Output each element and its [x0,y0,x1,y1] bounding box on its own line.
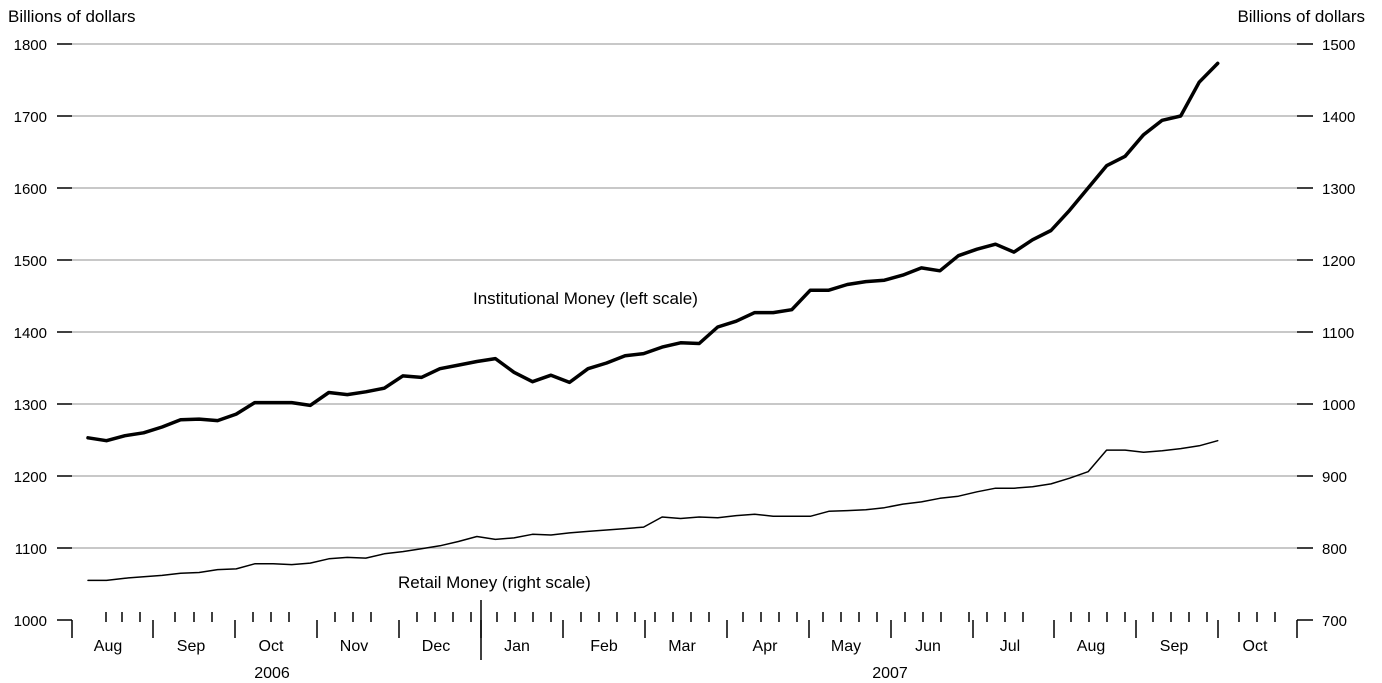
right-axis-tick-label: 1300 [1322,181,1355,198]
right-axis-tick-label: 1100 [1322,325,1354,342]
left-axis: 1000 1100 1200 1300 1400 1500 1600 1700 1800 [14,37,72,630]
x-axis-month-label: Feb [590,638,618,655]
retail-money-line [87,439,1219,582]
x-axis-month-label: Sep [1160,638,1189,655]
right-axis-tick-label: 1500 [1322,37,1355,54]
x-axis-month-label: Oct [259,638,284,655]
x-axis-month-label: Aug [94,638,122,655]
right-axis-label: Billions of dollars [1237,7,1365,26]
x-axis-month-label: Dec [422,638,450,655]
left-axis-tick-label: 1400 [14,325,47,342]
x-axis: Aug Sep Oct Nov Dec Jan Feb Mar Apr May Jun Jul Aug S… [71,600,1298,682]
right-axis-tick-label: 800 [1322,541,1347,558]
x-axis-month-label: Jun [915,638,941,655]
left-axis-tick-label: 1300 [14,397,47,414]
left-axis-tick-label: 1000 [14,613,47,630]
institutional-money-line [86,61,1220,443]
right-axis-tick-label: 1200 [1322,253,1355,270]
x-axis-month-label: Sep [177,638,206,655]
x-axis-month-label: Mar [668,638,696,655]
x-axis-month-label: Nov [340,638,368,655]
x-axis-year-label: 2006 [254,665,290,682]
left-axis-tick-label: 1700 [14,109,47,126]
right-axis-tick-label: 700 [1322,613,1347,630]
left-axis-label: Billions of dollars [8,7,136,26]
right-axis-tick-label: 1000 [1322,397,1355,414]
left-axis-tick-label: 1600 [14,181,47,198]
x-axis-month-label: May [831,638,861,655]
x-axis-month-label: Oct [1243,638,1268,655]
x-axis-month-label: Apr [753,638,779,655]
right-axis-tick-label: 1400 [1322,109,1355,126]
x-axis-year-label: 2007 [872,665,908,682]
retail-money-label: Retail Money (right scale) [398,573,591,592]
left-axis-tick-label: 1800 [14,37,47,54]
right-axis-tick-label: 900 [1322,469,1347,486]
x-axis-month-label: Jul [1000,638,1020,655]
x-axis-month-label: Aug [1077,638,1105,655]
right-axis: 700 800 900 1000 1100 1200 1300 1400 1500 [1297,37,1355,630]
x-axis-month-label: Jan [504,638,530,655]
institutional-money-label: Institutional Money (left scale) [473,289,698,308]
left-axis-tick-label: 1100 [15,541,47,558]
left-axis-tick-label: 1500 [14,253,47,270]
left-axis-tick-label: 1200 [14,469,47,486]
